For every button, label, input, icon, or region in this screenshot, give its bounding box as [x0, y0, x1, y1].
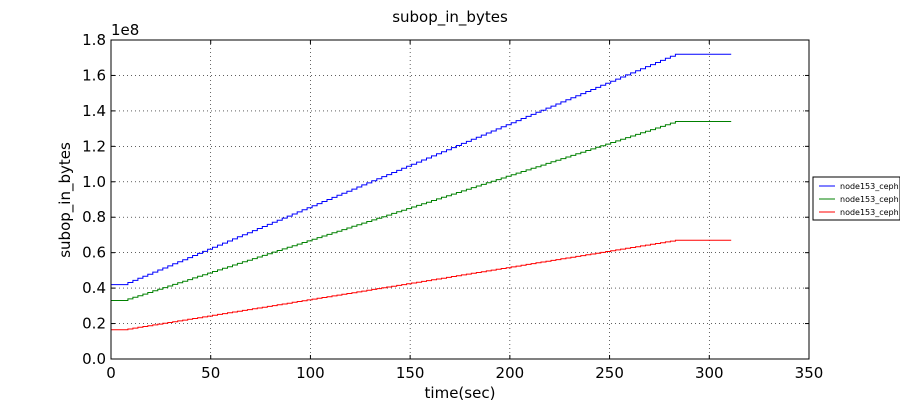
y-axis-label: subop_in_bytes: [56, 142, 75, 258]
x-axis-label: time(sec): [425, 384, 496, 400]
series-line-3: [111, 239, 732, 331]
x-tick-label: 200: [496, 364, 525, 382]
x-tick-label: 50: [201, 364, 220, 382]
plot-frame: [110, 39, 810, 360]
series-line-1: [111, 53, 732, 286]
y-tick-label: 0.6: [82, 244, 106, 262]
chart-title: subop_in_bytes: [392, 8, 508, 27]
legend-label: node153_ceph: [840, 208, 899, 217]
y-tick-label: 1.4: [82, 102, 106, 120]
y-tick-label: 0.4: [82, 279, 106, 297]
grid-lines: [111, 40, 809, 359]
y-axis-offset-label: 1e8: [111, 21, 139, 39]
axis-ticks: 0 50 100 150 200 250 300 350 0.0 0.2 0.4 0.6 0.8 1.0 1…: [82, 31, 823, 382]
x-tick-label: 0: [106, 364, 116, 382]
x-tick-label: 150: [396, 364, 425, 382]
series-line-2: [111, 121, 732, 301]
legend: node153_ceph node153_ceph node153_ceph: [812, 176, 900, 221]
legend-label: node153_ceph: [840, 182, 899, 191]
x-tick-label: 350: [795, 364, 824, 382]
x-tick-label: 100: [296, 364, 325, 382]
y-tick-label: 0.0: [82, 350, 106, 368]
x-tick-label: 300: [695, 364, 724, 382]
y-tick-label: 0.8: [82, 208, 106, 226]
y-tick-label: 1.8: [82, 31, 106, 49]
x-tick-label: 250: [595, 364, 624, 382]
y-tick-label: 1.6: [82, 66, 106, 84]
legend-label: node153_ceph: [840, 195, 899, 204]
y-tick-label: 0.2: [82, 315, 106, 333]
y-tick-label: 1.2: [82, 137, 106, 155]
y-tick-label: 1.0: [82, 173, 106, 191]
series-lines: [111, 53, 732, 331]
